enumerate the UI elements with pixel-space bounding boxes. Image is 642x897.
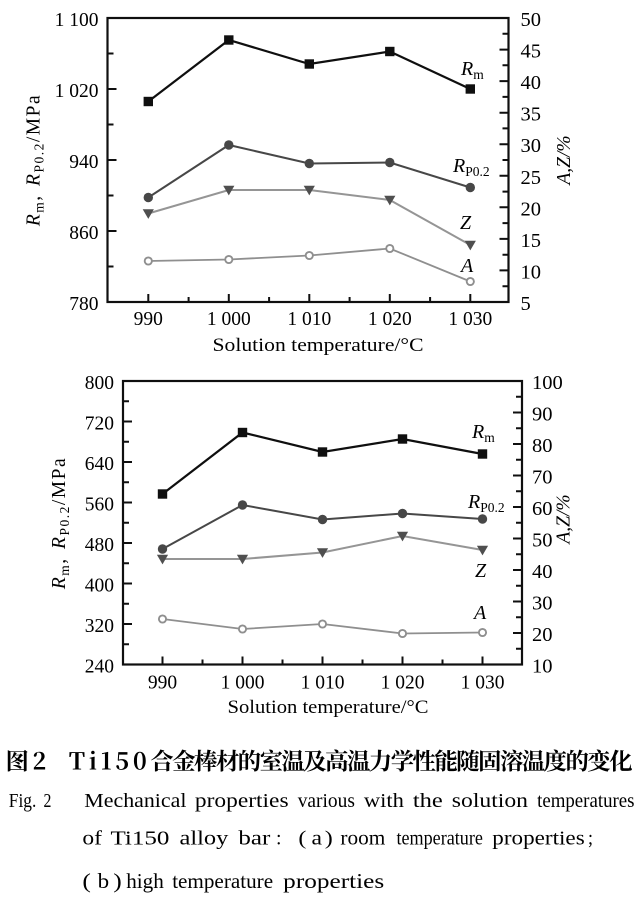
svg-text:RP0.2: RP0.2 (452, 155, 490, 179)
svg-text:A: A (459, 255, 474, 277)
svg-text:room: room (340, 828, 385, 850)
svg-text:properties: properties (492, 828, 584, 850)
svg-text:90: 90 (532, 404, 553, 426)
svg-text:Mechanical: Mechanical (84, 790, 187, 812)
svg-text:temperature: temperature (397, 828, 483, 850)
svg-text:480: 480 (85, 535, 114, 556)
svg-text:1 030: 1 030 (461, 673, 505, 694)
svg-text:(: ( (298, 828, 306, 850)
svg-text:780: 780 (69, 294, 98, 315)
svg-text:A,Z/%: A,Z/% (554, 135, 575, 186)
svg-text:10: 10 (521, 261, 542, 283)
svg-text:Rm, RP0.2/MPa: Rm, RP0.2/MPa (24, 94, 47, 227)
svg-text:320: 320 (85, 616, 114, 637)
svg-text:Rm: Rm (471, 421, 495, 445)
svg-text:high: high (126, 869, 164, 893)
svg-text:properties: properties (195, 790, 289, 812)
svg-text:640: 640 (85, 454, 114, 475)
svg-text:50: 50 (532, 530, 553, 552)
svg-text:1 010: 1 010 (301, 673, 345, 694)
svg-text:35: 35 (521, 104, 542, 126)
svg-text:2: 2 (44, 790, 52, 812)
svg-text:240: 240 (85, 657, 114, 678)
svg-text:990: 990 (148, 673, 177, 694)
svg-text:Fig.: Fig. (9, 790, 37, 812)
svg-text:Ti150: Ti150 (111, 828, 170, 850)
svg-text:temperature: temperature (172, 869, 273, 893)
svg-text:100: 100 (532, 372, 563, 394)
svg-text:Z: Z (460, 212, 472, 234)
svg-text:1 000: 1 000 (221, 673, 265, 694)
svg-text:1 010: 1 010 (287, 309, 331, 330)
svg-text:various: various (298, 790, 355, 812)
svg-text::: : (276, 828, 282, 850)
svg-text:40: 40 (532, 561, 553, 583)
svg-text:a: a (312, 828, 323, 850)
svg-text:45: 45 (521, 41, 542, 63)
svg-text:of: of (82, 828, 102, 850)
svg-text:50: 50 (521, 9, 542, 31)
svg-text:RP0.2: RP0.2 (467, 491, 505, 515)
svg-text:Rm, RP0.2/MPa: Rm, RP0.2/MPa (49, 457, 72, 590)
svg-text:alloy: alloy (180, 828, 230, 850)
svg-text:60: 60 (532, 498, 553, 520)
svg-text:solution: solution (452, 790, 528, 812)
svg-text:(: ( (82, 869, 91, 893)
svg-text:1 020: 1 020 (55, 81, 99, 102)
svg-text:b: b (98, 869, 110, 893)
svg-text:10: 10 (532, 656, 553, 678)
svg-text:20: 20 (532, 624, 553, 646)
svg-text:1 100: 1 100 (55, 10, 99, 31)
svg-text:40: 40 (521, 72, 542, 94)
svg-text:;: ; (588, 828, 593, 850)
svg-text:with: with (364, 790, 404, 812)
svg-text:400: 400 (85, 576, 114, 597)
svg-text:Solution temperature/°C: Solution temperature/°C (213, 335, 424, 356)
svg-text:940: 940 (69, 152, 98, 173)
svg-text:): ) (113, 869, 122, 893)
svg-text:720: 720 (85, 414, 114, 435)
svg-text:1 020: 1 020 (368, 309, 412, 330)
svg-text:70: 70 (532, 467, 553, 489)
svg-text:990: 990 (134, 309, 163, 330)
svg-text:860: 860 (69, 223, 98, 244)
svg-text:): ) (325, 828, 333, 850)
svg-text:15: 15 (521, 230, 542, 252)
svg-text:the: the (413, 790, 443, 812)
svg-text:1 000: 1 000 (207, 309, 251, 330)
svg-text:Z: Z (475, 560, 487, 582)
svg-text:30: 30 (521, 135, 542, 157)
svg-text:A: A (472, 602, 487, 624)
svg-text:temperatures: temperatures (537, 790, 635, 812)
svg-text:20: 20 (521, 198, 542, 220)
svg-text:800: 800 (85, 373, 114, 394)
svg-text:Solution temperature/°C: Solution temperature/°C (228, 697, 429, 718)
svg-text:1 020: 1 020 (381, 673, 425, 694)
svg-text:properties: properties (283, 869, 384, 893)
svg-text:80: 80 (532, 435, 553, 457)
svg-text:1 030: 1 030 (448, 309, 492, 330)
svg-text:Rm: Rm (460, 58, 484, 82)
svg-text:5: 5 (521, 293, 531, 315)
svg-text:30: 30 (532, 593, 553, 615)
svg-text:25: 25 (521, 167, 542, 189)
svg-text:560: 560 (85, 495, 114, 516)
svg-text:bar: bar (238, 828, 270, 850)
svg-text:A,Z/%: A,Z/% (554, 494, 575, 545)
